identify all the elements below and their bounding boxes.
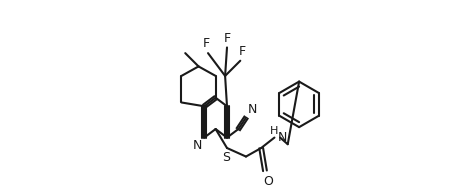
Text: N: N — [193, 139, 202, 152]
Text: H: H — [270, 126, 279, 136]
Text: O: O — [263, 175, 273, 188]
Text: F: F — [239, 45, 246, 58]
Text: N: N — [248, 103, 257, 116]
Text: F: F — [223, 32, 231, 45]
Text: N: N — [278, 131, 288, 144]
Text: F: F — [202, 37, 210, 50]
Text: S: S — [222, 151, 230, 164]
